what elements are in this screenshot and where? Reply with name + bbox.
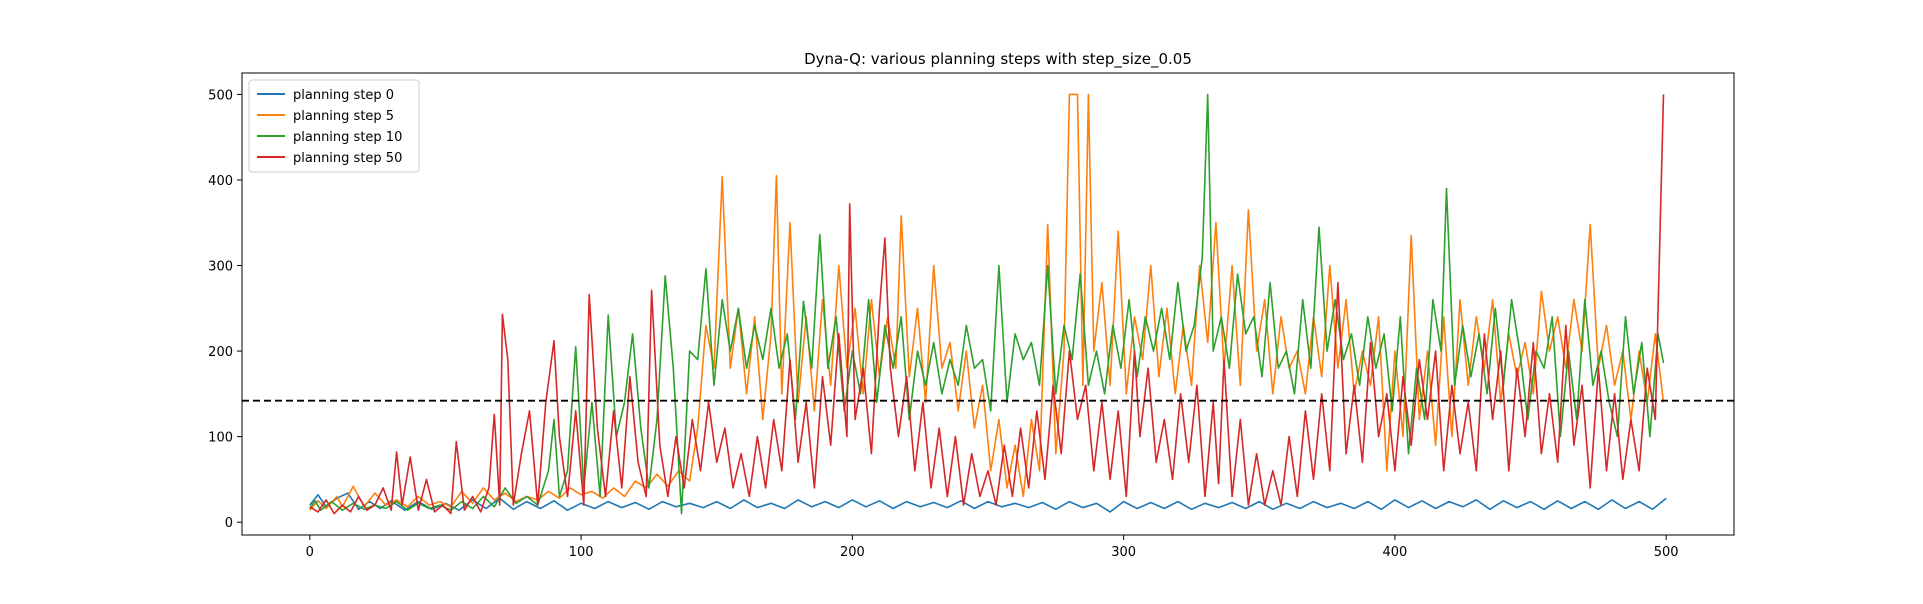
plot-frame (241, 72, 1735, 536)
legend-label: planning step 5 (293, 109, 394, 124)
series-lines (309, 93, 1667, 515)
x-tick-label: 200 (840, 545, 865, 560)
chart-title: Dyna-Q: various planning steps with step… (804, 50, 1192, 69)
y-tick-label: 100 (208, 431, 233, 446)
series-line-3 (309, 94, 1665, 515)
legend-label: planning step 0 (293, 88, 394, 103)
y-tick-label: 400 (208, 174, 233, 189)
legend-box (248, 79, 420, 173)
legend: planning step 0 planning step 5 planning s… (248, 79, 420, 173)
axes-ticks: 0 100 200 300 400 500 0 100 200 300 400 500 (208, 88, 1678, 560)
series-line-2 (309, 93, 1665, 515)
x-tick-label: 0 (306, 545, 314, 560)
x-tick-label: 100 (569, 545, 594, 560)
y-tick-label: 500 (208, 88, 233, 103)
series-line-0 (309, 492, 1667, 513)
y-tick-label: 200 (208, 345, 233, 360)
x-tick-label: 500 (1654, 545, 1679, 560)
x-tick-label: 300 (1111, 545, 1136, 560)
y-tick-label: 0 (225, 516, 233, 531)
legend-label: planning step 50 (293, 151, 402, 166)
legend-label: planning step 10 (293, 130, 402, 145)
y-tick-label: 300 (208, 260, 233, 275)
x-tick-label: 400 (1382, 545, 1407, 560)
